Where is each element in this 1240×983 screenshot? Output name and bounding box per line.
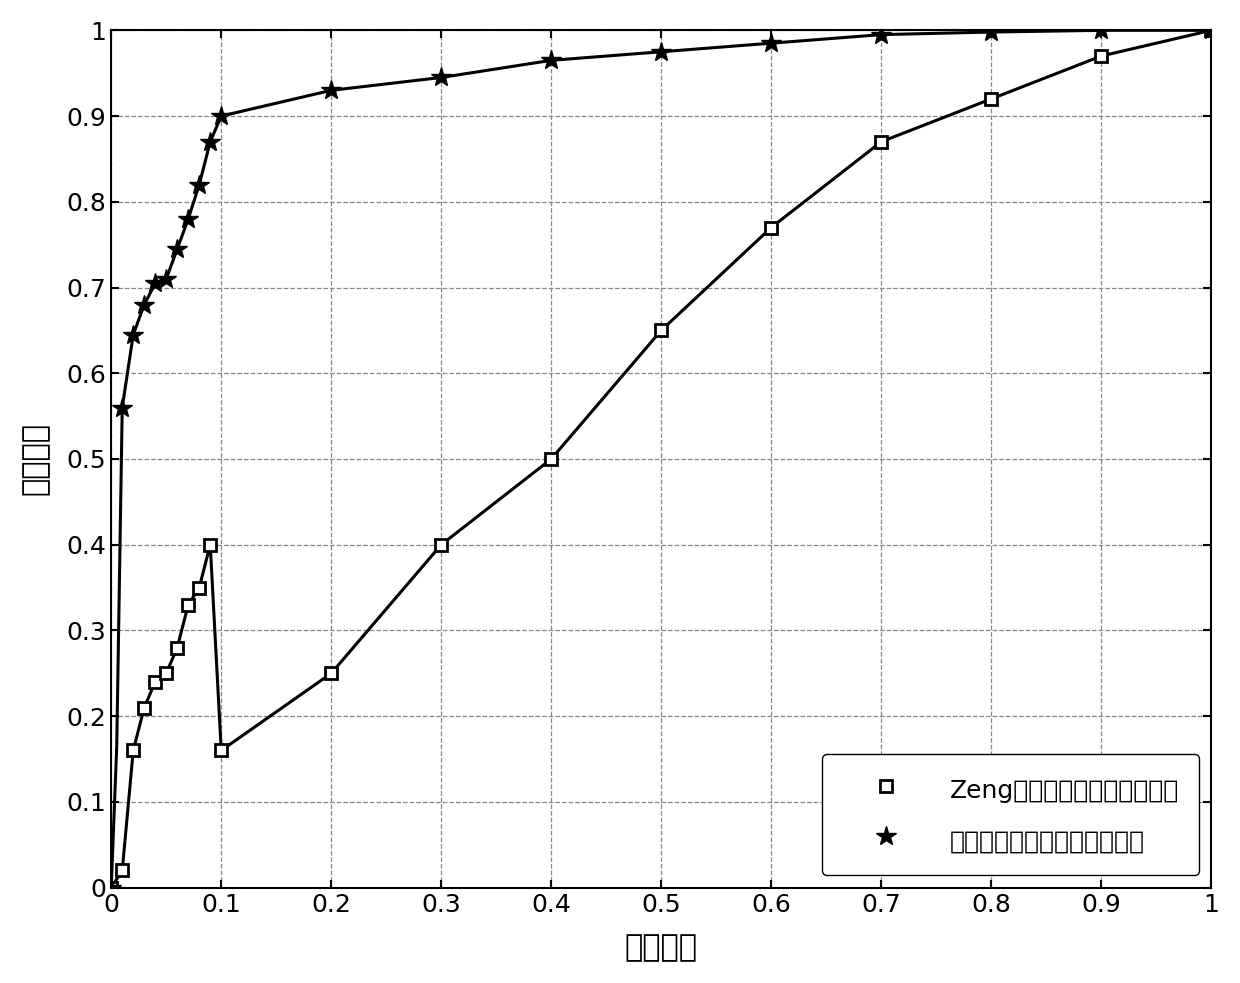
Zeng等人提出的频谱感知方法 bbox=[125, 744, 140, 756]
本发明所提出的频谱感知方法 bbox=[544, 54, 559, 66]
Line: Zeng等人提出的频谱感知方法: Zeng等人提出的频谱感知方法 bbox=[105, 24, 1218, 894]
本发明所提出的频谱感知方法 bbox=[125, 328, 140, 340]
本发明所提出的频谱感知方法 bbox=[192, 179, 207, 191]
本发明所提出的频谱感知方法 bbox=[115, 402, 130, 414]
X-axis label: 虚警概率: 虚警概率 bbox=[625, 933, 698, 962]
本发明所提出的频谱感知方法 bbox=[983, 27, 998, 38]
Zeng等人提出的频谱感知方法 bbox=[653, 324, 668, 336]
Zeng等人提出的频谱感知方法 bbox=[203, 539, 218, 550]
本发明所提出的频谱感知方法 bbox=[203, 136, 218, 147]
本发明所提出的频谱感知方法 bbox=[104, 882, 119, 894]
本发明所提出的频谱感知方法 bbox=[1094, 25, 1109, 36]
Zeng等人提出的频谱感知方法 bbox=[1094, 50, 1109, 62]
本发明所提出的频谱感知方法 bbox=[764, 37, 779, 49]
Zeng等人提出的频谱感知方法 bbox=[983, 93, 998, 105]
本发明所提出的频谱感知方法 bbox=[1204, 25, 1219, 36]
Line: 本发明所提出的频谱感知方法: 本发明所提出的频谱感知方法 bbox=[100, 20, 1221, 898]
Zeng等人提出的频谱感知方法 bbox=[324, 667, 339, 679]
Zeng等人提出的频谱感知方法 bbox=[434, 539, 449, 550]
本发明所提出的频谱感知方法 bbox=[181, 213, 196, 225]
Legend: Zeng等人提出的频谱感知方法, 本发明所提出的频谱感知方法: Zeng等人提出的频谱感知方法, 本发明所提出的频谱感知方法 bbox=[822, 754, 1199, 875]
本发明所提出的频谱感知方法 bbox=[324, 85, 339, 96]
Zeng等人提出的频谱感知方法 bbox=[159, 667, 174, 679]
本发明所提出的频谱感知方法 bbox=[874, 29, 889, 40]
Zeng等人提出的频谱感知方法 bbox=[213, 744, 228, 756]
Zeng等人提出的频谱感知方法 bbox=[192, 582, 207, 594]
Zeng等人提出的频谱感知方法 bbox=[148, 676, 162, 688]
Zeng等人提出的频谱感知方法 bbox=[136, 702, 151, 714]
Zeng等人提出的频谱感知方法 bbox=[874, 136, 889, 147]
本发明所提出的频谱感知方法 bbox=[159, 273, 174, 285]
Zeng等人提出的频谱感知方法 bbox=[170, 642, 185, 654]
本发明所提出的频谱感知方法 bbox=[213, 110, 228, 122]
Zeng等人提出的频谱感知方法 bbox=[764, 221, 779, 233]
Zeng等人提出的频谱感知方法 bbox=[181, 599, 196, 610]
本发明所提出的频谱感知方法 bbox=[653, 46, 668, 58]
Zeng等人提出的频谱感知方法 bbox=[115, 865, 130, 877]
Zeng等人提出的频谱感知方法 bbox=[104, 882, 119, 894]
本发明所提出的频谱感知方法 bbox=[136, 299, 151, 311]
本发明所提出的频谱感知方法 bbox=[434, 72, 449, 84]
Zeng等人提出的频谱感知方法 bbox=[1204, 25, 1219, 36]
本发明所提出的频谱感知方法 bbox=[148, 277, 162, 289]
Zeng等人提出的频谱感知方法 bbox=[544, 453, 559, 465]
Y-axis label: 检测概率: 检测概率 bbox=[21, 423, 50, 495]
本发明所提出的频谱感知方法 bbox=[170, 243, 185, 255]
